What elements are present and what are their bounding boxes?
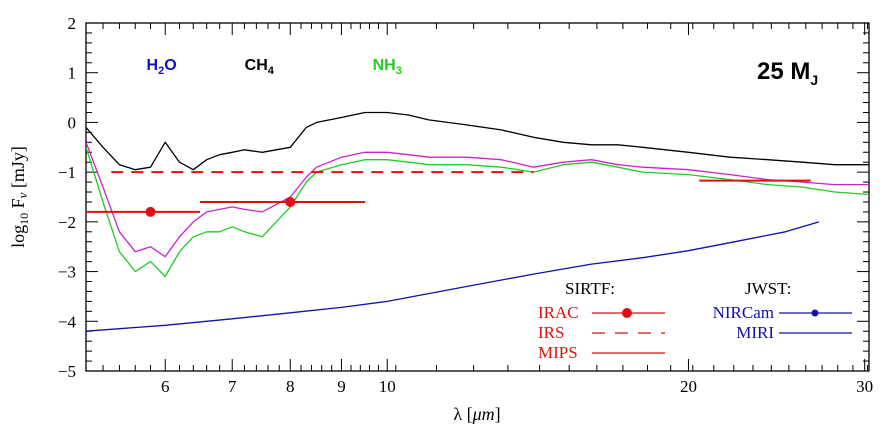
y-tick-label: 2 xyxy=(68,14,77,33)
legend-item-marker xyxy=(811,309,819,317)
legend-item-marker xyxy=(622,308,632,318)
legend-item-label: IRS xyxy=(538,323,564,342)
legend-item-label: MIPS xyxy=(538,343,578,362)
x-tick-label: 7 xyxy=(228,377,237,396)
y-tick-label: −3 xyxy=(58,263,76,282)
molecule-label: NH3 xyxy=(373,57,402,77)
x-tick-label: 8 xyxy=(286,377,295,396)
y-tick-label: 0 xyxy=(68,113,77,132)
x-tick-label: 10 xyxy=(379,377,396,396)
y-tick-label: 1 xyxy=(68,64,77,83)
series-line xyxy=(86,147,869,278)
legend-item-label: NIRCam xyxy=(713,303,774,322)
molecule-label: H2O xyxy=(147,57,177,77)
sensitivity-marker xyxy=(285,196,296,207)
y-tick-label: −1 xyxy=(58,163,76,182)
legend-item-label: MIRI xyxy=(736,323,774,342)
x-tick-label: 20 xyxy=(680,377,697,396)
sensitivity-bars xyxy=(86,171,811,217)
mass-label: 25 MJ xyxy=(757,58,818,88)
y-tick-label: −2 xyxy=(58,213,76,232)
molecule-label: CH4 xyxy=(245,57,275,77)
legend-jwst-title: JWST: xyxy=(745,279,791,298)
y-tick-label: −5 xyxy=(58,362,76,381)
x-axis-label: λ [μm] xyxy=(453,404,500,424)
tick-labels: −5 −4 −3 −2 −1 0 1 2 6 7 8 9 10 20 30 xyxy=(58,14,873,396)
plot-frame xyxy=(85,22,870,372)
axis-ticks xyxy=(86,22,869,372)
series-line xyxy=(86,111,869,171)
series-layer xyxy=(86,111,869,332)
y-axis-label: log10 Fν [mJy] xyxy=(8,146,31,248)
sensitivity-marker xyxy=(145,206,156,217)
x-tick-label: 6 xyxy=(161,377,170,396)
series-line xyxy=(86,221,820,332)
annotations: H2O CH4 NH3 xyxy=(147,57,402,77)
series-line xyxy=(86,142,869,258)
legend-item-label: IRAC xyxy=(538,303,579,322)
legend-sirtf-title: SIRTF: xyxy=(565,279,615,298)
y-tick-label: −4 xyxy=(58,312,77,331)
x-tick-label: 30 xyxy=(856,377,873,396)
x-tick-label: 9 xyxy=(337,377,346,396)
